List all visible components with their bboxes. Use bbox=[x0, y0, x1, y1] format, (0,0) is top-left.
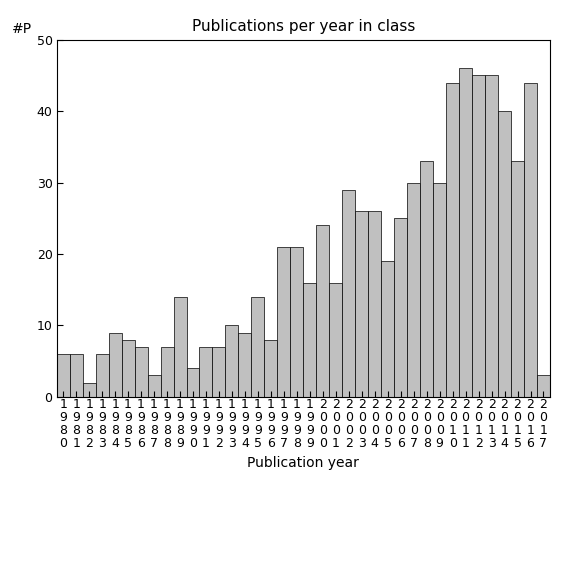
Bar bbox=[420, 161, 433, 397]
Bar bbox=[329, 282, 342, 397]
Bar bbox=[264, 340, 277, 397]
Bar bbox=[174, 297, 187, 397]
Bar bbox=[70, 354, 83, 397]
Bar bbox=[485, 75, 498, 397]
Bar bbox=[459, 68, 472, 397]
Bar bbox=[537, 375, 550, 397]
Bar bbox=[472, 75, 485, 397]
Bar bbox=[226, 325, 239, 397]
Bar bbox=[121, 340, 134, 397]
X-axis label: Publication year: Publication year bbox=[247, 456, 359, 470]
Bar bbox=[200, 347, 213, 397]
Bar bbox=[134, 347, 147, 397]
Bar bbox=[83, 383, 96, 397]
Bar bbox=[57, 354, 70, 397]
Bar bbox=[239, 333, 251, 397]
Bar bbox=[316, 226, 329, 397]
Bar bbox=[511, 161, 524, 397]
Bar bbox=[187, 369, 200, 397]
Bar bbox=[433, 183, 446, 397]
Bar bbox=[160, 347, 174, 397]
Bar bbox=[147, 375, 160, 397]
Text: #P: #P bbox=[12, 22, 32, 36]
Title: Publications per year in class: Publications per year in class bbox=[192, 19, 415, 35]
Bar bbox=[290, 247, 303, 397]
Bar bbox=[213, 347, 226, 397]
Bar bbox=[407, 183, 420, 397]
Bar bbox=[277, 247, 290, 397]
Bar bbox=[498, 111, 511, 397]
Bar bbox=[96, 354, 109, 397]
Bar bbox=[109, 333, 121, 397]
Bar bbox=[394, 218, 407, 397]
Bar bbox=[342, 190, 356, 397]
Bar bbox=[356, 211, 368, 397]
Bar bbox=[381, 261, 394, 397]
Bar bbox=[303, 282, 316, 397]
Bar bbox=[251, 297, 264, 397]
Bar bbox=[446, 83, 459, 397]
Bar bbox=[524, 83, 537, 397]
Bar bbox=[368, 211, 381, 397]
